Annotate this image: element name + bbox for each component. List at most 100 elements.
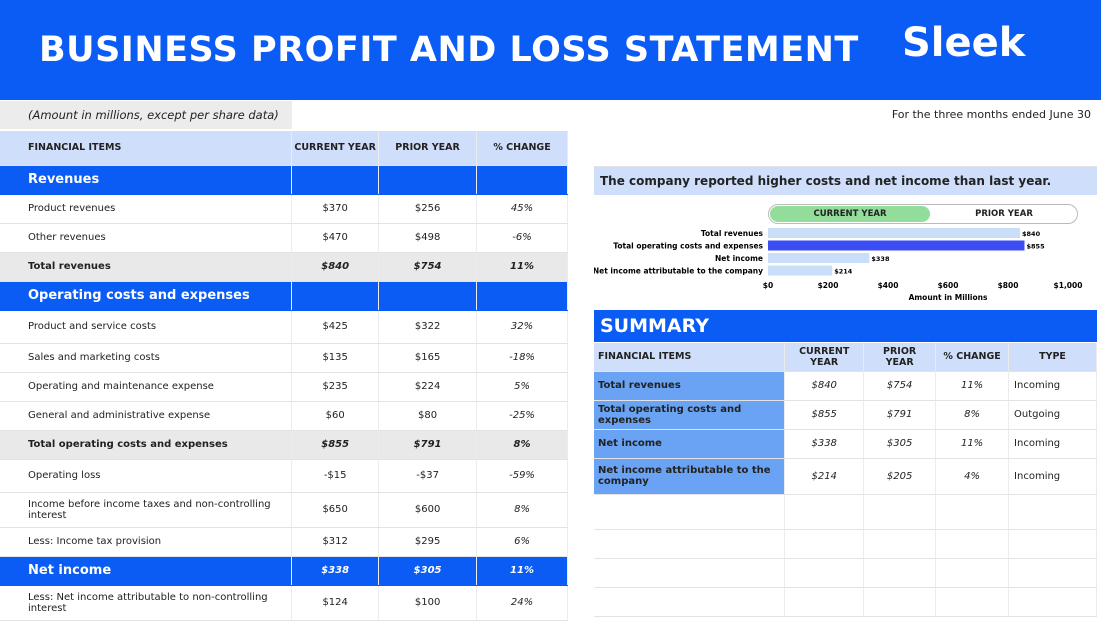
- data-label: $855: [1027, 243, 1046, 251]
- current-year-value: $470: [291, 223, 380, 253]
- item-label: Net income: [0, 556, 293, 586]
- current-year-value: $840: [784, 371, 865, 401]
- empty-cell: [1008, 587, 1097, 617]
- empty-cell: [863, 494, 937, 530]
- empty-cell: [594, 558, 786, 588]
- item-label: Operating loss: [0, 459, 293, 493]
- empty-cell: [1008, 529, 1097, 559]
- table-row: Sales and marketing costs $135 $165 -18%: [0, 343, 568, 373]
- current-year-value: -$15: [291, 459, 380, 493]
- statement-header-row: FINANCIAL ITEMS CURRENT YEAR PRIOR YEAR% C…: [0, 131, 568, 166]
- prior-year-value: $322: [378, 310, 478, 344]
- prior-year-value: [378, 281, 478, 311]
- category-label: Total revenues: [701, 229, 764, 238]
- item-label: Total operating costs and expenses: [0, 430, 293, 460]
- summary-row: Net income attributable to the company $2…: [594, 458, 1097, 495]
- category-label: Total operating costs and expenses: [613, 242, 763, 251]
- item-label: Less: Net income attributable to non-con…: [0, 585, 293, 621]
- prior-year-value: $791: [863, 400, 937, 430]
- prior-year-value: $100: [378, 585, 478, 621]
- empty-cell: [784, 494, 865, 530]
- percent-change: -59%: [476, 459, 568, 493]
- percent-change: 11%: [476, 556, 568, 586]
- column-header: PRIOR YEAR: [378, 131, 478, 166]
- empty-cell: [784, 529, 865, 559]
- sub-header-bar: (Amount in millions, except per share da…: [0, 101, 1101, 129]
- table-row: Income before income taxes and non-contr…: [0, 492, 568, 528]
- current-year-value: $370: [291, 194, 380, 224]
- empty-cell: [935, 587, 1010, 617]
- empty-cell: [935, 494, 1010, 530]
- column-header: TYPE: [1008, 343, 1097, 372]
- current-year-value: $338: [784, 429, 865, 459]
- summary-title: SUMMARY: [594, 310, 1097, 342]
- summary-row: Total operating costs and expenses $855 $7…: [594, 400, 1097, 430]
- empty-cell: [863, 587, 937, 617]
- table-row: Less: Net income attributable to non-con…: [0, 585, 568, 621]
- current-year-value: $214: [784, 458, 865, 495]
- prior-year-value: -$37: [378, 459, 478, 493]
- empty-cell: [784, 587, 865, 617]
- prior-year-value: $80: [378, 401, 478, 431]
- legend-prior-year: PRIOR YEAR: [975, 209, 1033, 219]
- item-label: Operating and maintenance expense: [0, 372, 293, 402]
- chart-legend: CURRENT YEAR PRIOR YEAR: [768, 204, 1078, 224]
- summary-item-label: Net income: [594, 429, 786, 459]
- prior-year-value: [378, 165, 478, 195]
- data-label: $840: [1022, 230, 1041, 238]
- percent-change: [476, 165, 568, 195]
- current-year-value: $135: [291, 343, 380, 373]
- current-year-value: $235: [291, 372, 380, 402]
- summary-item-label: Total revenues: [594, 371, 786, 401]
- prior-year-value: $305: [863, 429, 937, 459]
- empty-cell: [594, 529, 786, 559]
- flow-type: Incoming: [1008, 371, 1097, 401]
- x-tick-label: $600: [938, 281, 959, 290]
- current-year-value: $855: [291, 430, 380, 460]
- prior-year-value: $305: [378, 556, 478, 586]
- prior-year-value: $498: [378, 223, 478, 253]
- prior-year-value: $224: [378, 372, 478, 402]
- table-row: Other revenues $470 $498 -6%: [0, 223, 568, 253]
- section-row: Revenues: [0, 165, 568, 195]
- summary-header-row: FINANCIAL ITEMS CURRENT YEAR PRIOR YEAR% C…: [594, 343, 1097, 372]
- chart-caption: The company reported higher costs and ne…: [594, 167, 1097, 195]
- x-tick-label: $0: [763, 281, 773, 290]
- empty-cell: [1008, 494, 1097, 530]
- column-header: FINANCIAL ITEMS: [594, 343, 786, 372]
- prior-year-value: $791: [378, 430, 478, 460]
- period-label: For the three months ended June 30: [891, 108, 1091, 121]
- current-year-value: $60: [291, 401, 380, 431]
- column-header: FINANCIAL ITEMS: [0, 131, 293, 166]
- percent-change: 6%: [476, 527, 568, 557]
- column-header: CURRENT YEAR: [784, 343, 865, 372]
- empty-cell: [1008, 558, 1097, 588]
- profit-loss-table: FINANCIAL ITEMS CURRENT YEAR PRIOR YEAR% C…: [0, 131, 568, 621]
- prior-year-value: $600: [378, 492, 478, 528]
- summary-item-label: Net income attributable to the company: [594, 458, 786, 495]
- empty-cell: [863, 529, 937, 559]
- prior-year-value: $295: [378, 527, 478, 557]
- x-tick-label: $1,000: [1054, 281, 1083, 290]
- flow-type: Outgoing: [1008, 400, 1097, 430]
- chart-bar: [768, 265, 833, 276]
- bar-chart: Total revenues $840 Total operating costs …: [594, 228, 1083, 302]
- percent-change: 5%: [476, 372, 568, 402]
- percent-change: 8%: [476, 430, 568, 460]
- total-row: Total revenues $840 $754 11%: [0, 252, 568, 282]
- current-year-value: $312: [291, 527, 380, 557]
- column-header: PRIOR YEAR: [863, 343, 937, 372]
- empty-cell: [594, 587, 786, 617]
- item-label: Revenues: [0, 165, 293, 195]
- current-year-value: $425: [291, 310, 380, 344]
- item-label: Product and service costs: [0, 310, 293, 344]
- percent-change: -25%: [476, 401, 568, 431]
- x-tick-label: $800: [998, 281, 1019, 290]
- current-year-value: [291, 165, 380, 195]
- chart-panel: The company reported higher costs and ne…: [594, 131, 1097, 195]
- percent-change: 11%: [935, 429, 1010, 459]
- empty-cell: [935, 529, 1010, 559]
- table-row: Operating and maintenance expense $235 $22…: [0, 372, 568, 402]
- chart-bar: [768, 228, 1020, 238]
- category-label: Net income: [715, 254, 763, 263]
